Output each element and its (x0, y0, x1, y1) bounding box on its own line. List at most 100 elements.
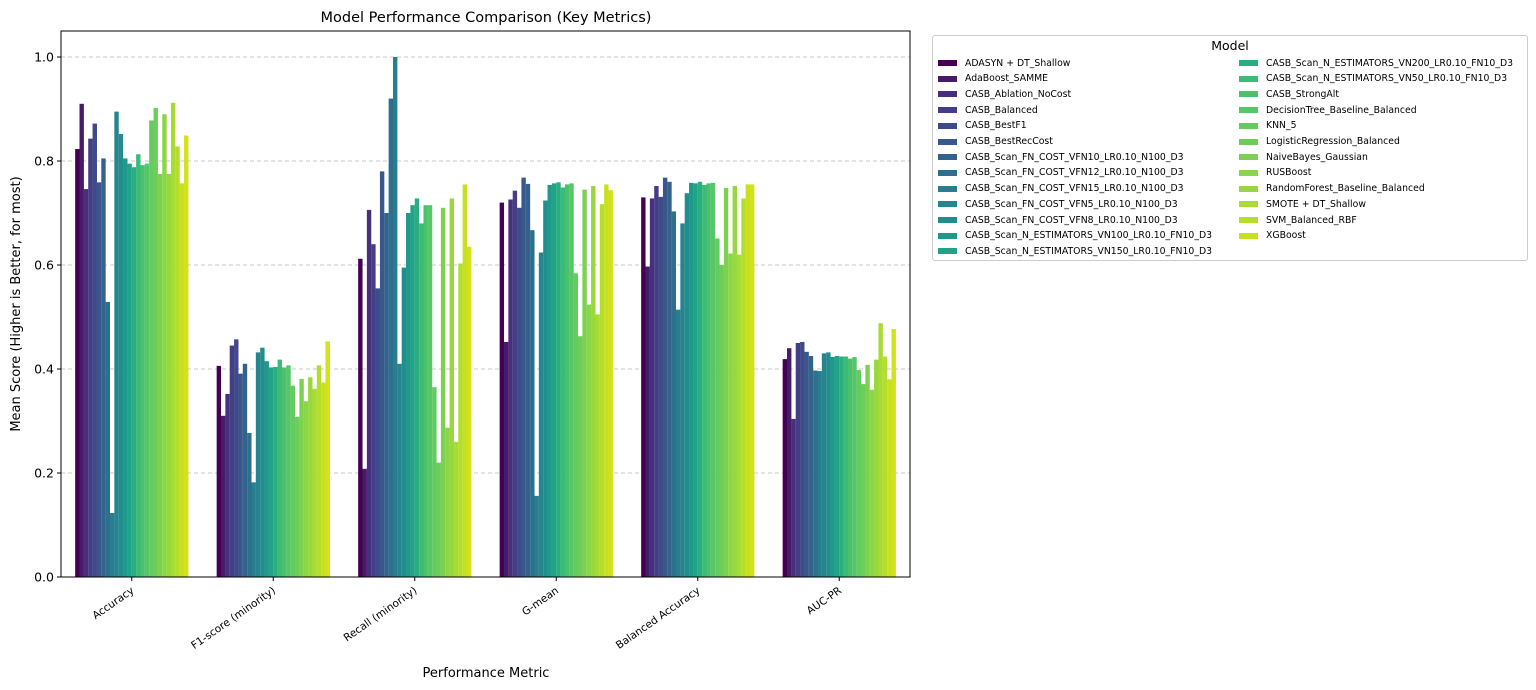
legend-label: CASB_Scan_N_ESTIMATORS_VN150_LR0.10_FN10… (965, 245, 1213, 257)
bar (273, 366, 278, 577)
bar (702, 184, 707, 578)
bar (290, 385, 296, 577)
bar (308, 377, 313, 577)
bar (92, 123, 97, 577)
legend-swatch (938, 75, 957, 82)
bar (225, 393, 230, 577)
bar (719, 265, 724, 577)
legend-swatch (1239, 75, 1258, 82)
chart-title: Model Performance Comparison (Key Metric… (321, 10, 652, 26)
legend-swatch (938, 248, 957, 255)
legend-label: NaiveBayes_Gaussian (1266, 151, 1368, 163)
bar (101, 158, 106, 577)
bar (170, 102, 176, 577)
bar (136, 154, 141, 578)
legend-item: NaiveBayes_Gaussian (1239, 150, 1368, 164)
y-tick-label: 0.0 (34, 570, 54, 585)
legend-swatch (1239, 217, 1258, 223)
bar (371, 244, 376, 577)
legend-item: ADASYN + DT_Shallow (938, 56, 1070, 70)
legend-item: RUSBoost (1239, 166, 1311, 180)
bar (321, 382, 326, 577)
legend-item: CASB_Balanced (938, 103, 1038, 117)
bar (865, 364, 870, 577)
bar (641, 197, 646, 577)
bar (830, 357, 835, 577)
legend-item: CASB_Scan_N_ESTIMATORS_VN100_LR0.10_FN10… (938, 229, 1212, 243)
bar (166, 174, 171, 577)
legend-swatch (1239, 201, 1258, 208)
bar (388, 98, 394, 577)
bar (499, 202, 505, 577)
legend-label: CASB_Scan_N_ESTIMATORS_VN50_LR0.10_FN10_… (1266, 73, 1508, 85)
legend-item: CASB_Scan_FN_COST_VFN15_LR0.10_N100_D3 (938, 182, 1184, 196)
legend-item: SVM_Balanced_RBF (1239, 213, 1357, 227)
bar (414, 198, 420, 577)
bar (787, 348, 792, 577)
bar (312, 388, 317, 577)
legend-item: CASB_Scan_N_ESTIMATORS_VN200_LR0.10_FN10… (1239, 56, 1513, 70)
legend-item: AdaBoost_SAMME (938, 72, 1048, 86)
bar (379, 171, 385, 577)
legend-swatch (1239, 122, 1258, 129)
bar (105, 301, 111, 577)
bar (538, 252, 544, 577)
legend-swatch (1239, 154, 1258, 161)
legend-swatch (938, 169, 957, 176)
bar (813, 370, 818, 577)
bar (534, 495, 539, 577)
x-tick-label: G-mean (520, 585, 561, 619)
bar (586, 304, 592, 577)
legend-item: XGBoost (1239, 229, 1306, 243)
bar (247, 432, 252, 577)
bar (242, 363, 248, 577)
legend-item: CASB_StrongAlt (1239, 87, 1339, 101)
bar (251, 482, 256, 577)
legend-item: LogisticRegression_Balanced (1239, 135, 1400, 149)
bar (216, 365, 222, 577)
bar (543, 200, 548, 577)
legend-swatch (938, 201, 957, 208)
grid-lines (61, 56, 910, 474)
legend-label: RUSBoost (1266, 167, 1312, 179)
bar (362, 468, 367, 577)
x-tick-label: F1-score (minority) (189, 585, 278, 652)
y-tick-label: 0.2 (34, 466, 54, 481)
bar (882, 356, 888, 577)
bar (445, 427, 450, 577)
bar (710, 182, 716, 577)
legend-item: CASB_Scan_FN_COST_VFN10_LR0.10_N100_D3 (938, 150, 1184, 164)
bar (800, 341, 805, 577)
legend-label: DecisionTree_Baseline_Balanced (1266, 104, 1417, 116)
bar (604, 184, 609, 577)
bar (728, 253, 733, 577)
bar (843, 356, 848, 577)
bar (96, 182, 102, 577)
bar (295, 416, 300, 577)
bar (697, 181, 703, 578)
legend-label: AdaBoost_SAMME (965, 73, 1049, 85)
bar (599, 204, 605, 577)
bar (175, 146, 180, 577)
bar (891, 328, 896, 577)
legend-swatch (938, 91, 957, 98)
bar (88, 138, 93, 577)
bar (847, 358, 853, 577)
bar (109, 513, 115, 577)
bar (839, 356, 844, 577)
y-tick-label: 0.6 (34, 258, 54, 273)
bar (255, 352, 261, 577)
plot-frame (60, 30, 911, 578)
bar (578, 336, 583, 577)
legend-label: CASB_Scan_FN_COST_VFN10_LR0.10_N100_D3 (965, 151, 1184, 163)
x-tick-label: AUC-PR (805, 585, 844, 618)
legend-swatch (938, 154, 957, 161)
bar (316, 365, 322, 577)
bars-group (75, 57, 896, 578)
bar (234, 339, 239, 577)
legend-item: CASB_Scan_FN_COST_VFN8_LR0.10_N100_D3 (938, 213, 1178, 227)
bar (118, 133, 124, 577)
bar (440, 207, 446, 578)
legend-label: SMOTE + DT_Shallow (1266, 198, 1366, 210)
